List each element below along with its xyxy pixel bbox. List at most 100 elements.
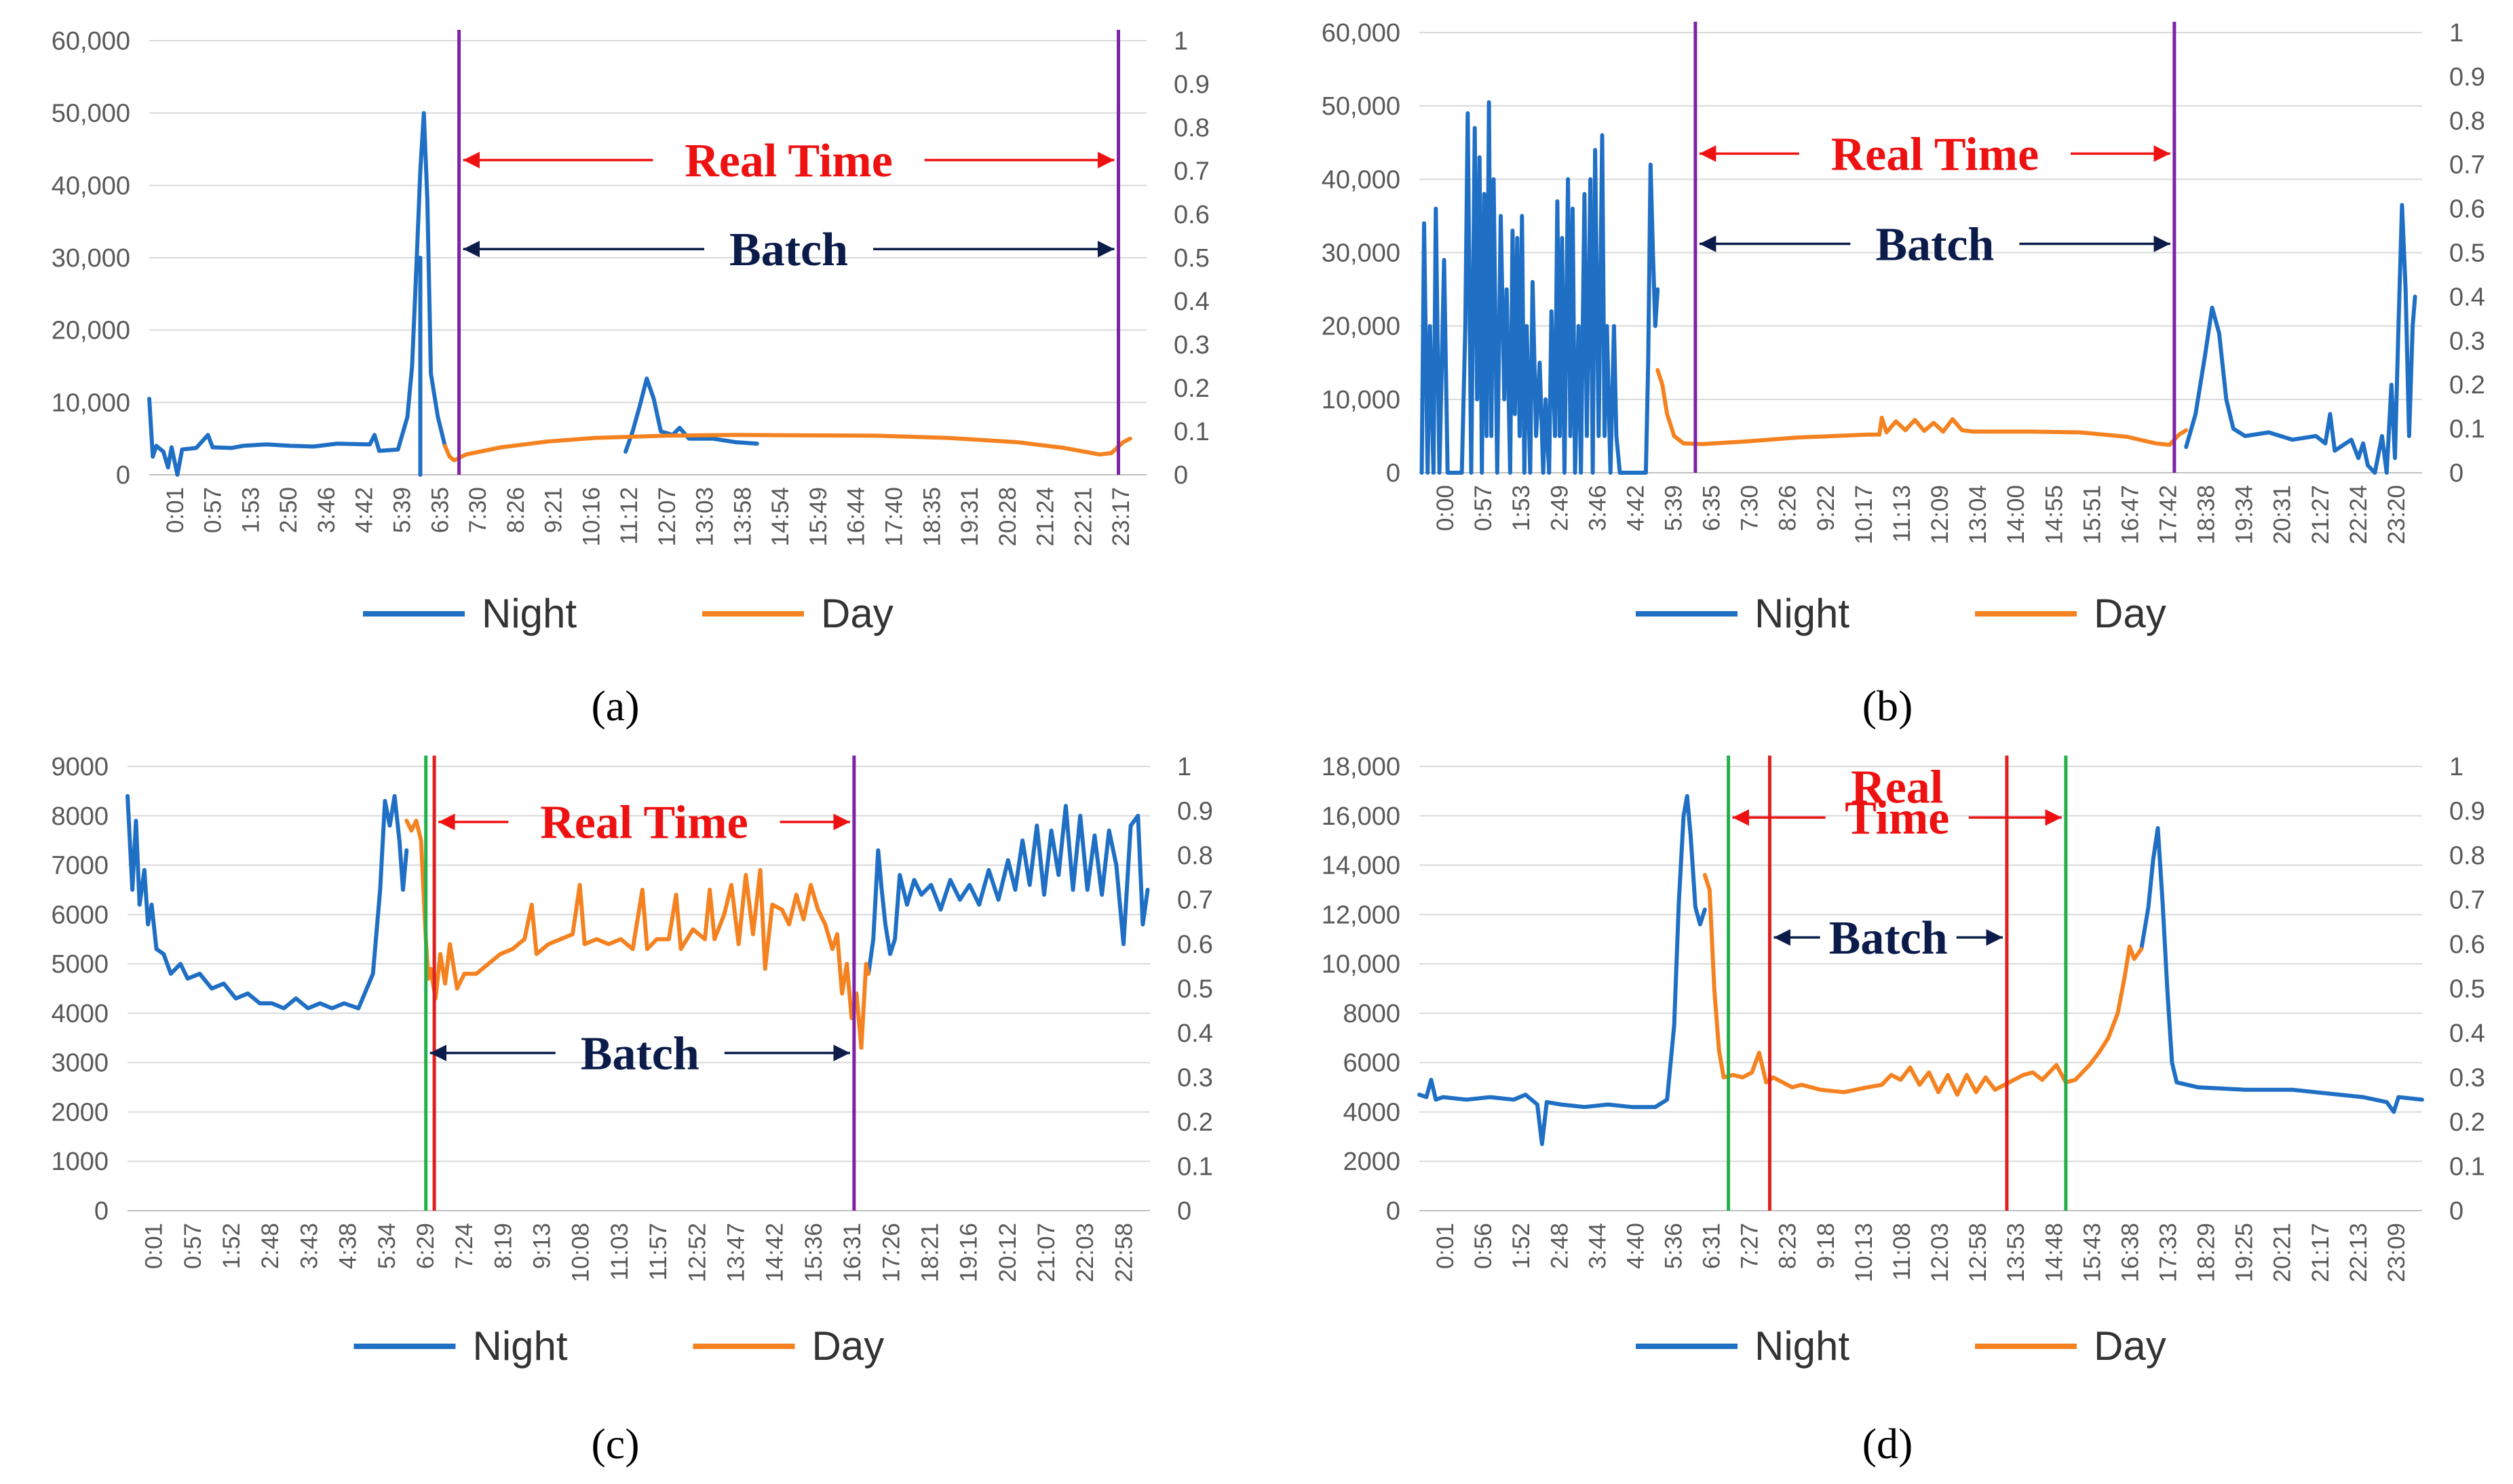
legend-day-label: Day <box>2094 1323 2166 1369</box>
x-tick-label: 13:53 <box>2003 1223 2029 1283</box>
y-right-tick-label: 0.9 <box>2449 798 2485 826</box>
y-right-tick-label: 0.5 <box>2449 239 2485 268</box>
x-tick-label: 15:43 <box>2079 1223 2105 1283</box>
x-tick-label: 21:17 <box>2307 1223 2334 1283</box>
y-left-tick-label: 30,000 <box>1322 239 1400 268</box>
x-tick-label: 13:58 <box>729 487 756 547</box>
y-left-tick-label: 3000 <box>51 1049 109 1078</box>
x-tick-label: 10:08 <box>568 1223 594 1283</box>
y-right-tick-label: 0.6 <box>2449 931 2485 959</box>
x-tick-label: 0:57 <box>1470 485 1497 531</box>
x-tick-label: 12:52 <box>684 1223 710 1283</box>
x-tick-label: 19:16 <box>956 1223 982 1283</box>
y-right-tick-label: 0.4 <box>2449 1019 2485 1048</box>
batch-annotation-label: Batch <box>581 1028 699 1080</box>
x-tick-label: 17:40 <box>881 487 908 547</box>
x-tick-label: 12:03 <box>1927 1223 1953 1283</box>
day-series-line <box>1702 873 2144 1097</box>
x-tick-label: 6:29 <box>413 1223 439 1269</box>
x-tick-label: 21:27 <box>2307 485 2334 545</box>
y-left-tick-label: 30,000 <box>52 244 130 273</box>
x-tick-label: 4:42 <box>351 487 378 533</box>
x-tick-label: 7:24 <box>451 1223 478 1269</box>
x-tick-label: 18:21 <box>917 1223 943 1283</box>
night-series-line <box>1417 794 1707 1146</box>
legend-day-label: Day <box>812 1323 885 1369</box>
x-tick-label: 16:31 <box>839 1223 866 1283</box>
y-right-tick-label: 0 <box>1174 461 1188 490</box>
x-tick-label: 0:56 <box>1470 1223 1497 1269</box>
y-right-tick-label: 0.8 <box>1174 114 1210 142</box>
y-left-tick-label: 40,000 <box>1322 165 1400 194</box>
y-right-tick-label: 0.9 <box>1174 71 1210 99</box>
y-right-tick-label: 0.7 <box>2449 151 2485 180</box>
y-right-tick-label: 0.7 <box>2449 886 2485 915</box>
y-right-tick-label: 0.7 <box>1177 886 1213 915</box>
panel-label-c: (c) <box>591 1420 639 1468</box>
panel-b: (b) 0 10,000 20,000 30,000 40,000 50,000 60,00… <box>1322 19 2485 730</box>
x-tick-label: 1:53 <box>237 487 264 533</box>
y-left-tick-label: 7000 <box>51 852 109 880</box>
y-left-tick-label: 5000 <box>51 950 109 979</box>
y-right-tick-label: 0.2 <box>2449 371 2485 399</box>
legend-day-label: Day <box>821 591 894 636</box>
x-tick-label: 11:13 <box>1889 485 1915 543</box>
x-tick-label: 2:49 <box>1546 485 1573 531</box>
x-tick-label: 17:26 <box>878 1223 904 1283</box>
x-tick-label: 11:03 <box>607 1223 633 1281</box>
y-left-tick-label: 16,000 <box>1322 802 1400 831</box>
x-tick-label: 10:17 <box>1851 485 1877 545</box>
y-left-tick-label: 6000 <box>51 901 109 929</box>
x-tick-label: 8:26 <box>503 487 529 533</box>
y-right-tick-label: 0.1 <box>2449 1153 2485 1182</box>
x-tick-label: 16:38 <box>2117 1223 2143 1283</box>
y-right-tick-label: 0.9 <box>1177 798 1213 826</box>
y-right-tick-label: 0.8 <box>1177 842 1213 870</box>
x-tick-label: 0:01 <box>162 487 189 533</box>
batch-annotation-label: Batch <box>729 224 848 276</box>
x-tick-label: 12:58 <box>1965 1223 1991 1283</box>
night-series-line <box>2139 826 2424 1114</box>
x-tick-label: 10:16 <box>578 487 605 547</box>
realtime-annotation-label: Real Time <box>1831 128 2039 180</box>
y-right-tick-label: 1 <box>2449 753 2463 781</box>
night-series-line <box>866 804 1150 976</box>
x-tick-label: 3:44 <box>1584 1223 1611 1269</box>
y-left-tick-label: 40,000 <box>52 172 130 200</box>
y-right-tick-label: 0.5 <box>1177 975 1213 1004</box>
x-tick-label: 15:51 <box>2079 485 2105 545</box>
x-tick-label: 17:33 <box>2155 1223 2182 1283</box>
y-left-tick-label: 9000 <box>51 753 109 781</box>
x-tick-label: 8:26 <box>1775 485 1801 531</box>
x-tick-label: 10:13 <box>1851 1223 1877 1283</box>
day-series-line <box>404 819 871 1050</box>
y-right-tick-label: 0.4 <box>1174 288 1210 316</box>
x-tick-label: 4:40 <box>1622 1223 1649 1269</box>
x-tick-label: 5:34 <box>374 1223 400 1269</box>
y-left-tick-label: 12,000 <box>1322 901 1400 929</box>
y-left-tick-label: 6000 <box>1343 1049 1400 1078</box>
y-right-tick-label: 0.7 <box>1174 157 1210 186</box>
y-right-tick-label: 0.6 <box>1177 931 1213 959</box>
x-tick-label: 0:01 <box>141 1223 168 1269</box>
day-series-line <box>442 433 1132 463</box>
x-tick-label: 1:52 <box>1508 1223 1535 1269</box>
x-tick-label: 2:48 <box>1546 1223 1573 1269</box>
x-tick-label: 6:31 <box>1699 1223 1725 1269</box>
x-tick-label: 14:48 <box>2041 1223 2067 1283</box>
y-right-tick-label: 0 <box>2449 459 2463 488</box>
x-tick-label: 3:43 <box>296 1223 322 1269</box>
x-tick-label: 0:57 <box>200 487 227 533</box>
x-tick-label: 23:09 <box>2383 1223 2410 1283</box>
y-left-tick-label: 10,000 <box>1322 386 1400 414</box>
realtime-annotation-label: Time <box>1845 792 1949 844</box>
x-tick-label: 1:52 <box>218 1223 245 1269</box>
x-tick-label: 11:57 <box>645 1223 672 1281</box>
x-tick-label: 0:01 <box>1432 1223 1459 1269</box>
y-left-tick-label: 10,000 <box>52 389 130 417</box>
y-right-tick-label: 0.3 <box>1177 1064 1213 1093</box>
y-right-tick-label: 0.6 <box>2449 195 2485 224</box>
x-tick-label: 0:57 <box>180 1223 206 1269</box>
legend-night-label: Night <box>482 591 577 636</box>
y-right-tick-label: 0.1 <box>2449 415 2485 444</box>
